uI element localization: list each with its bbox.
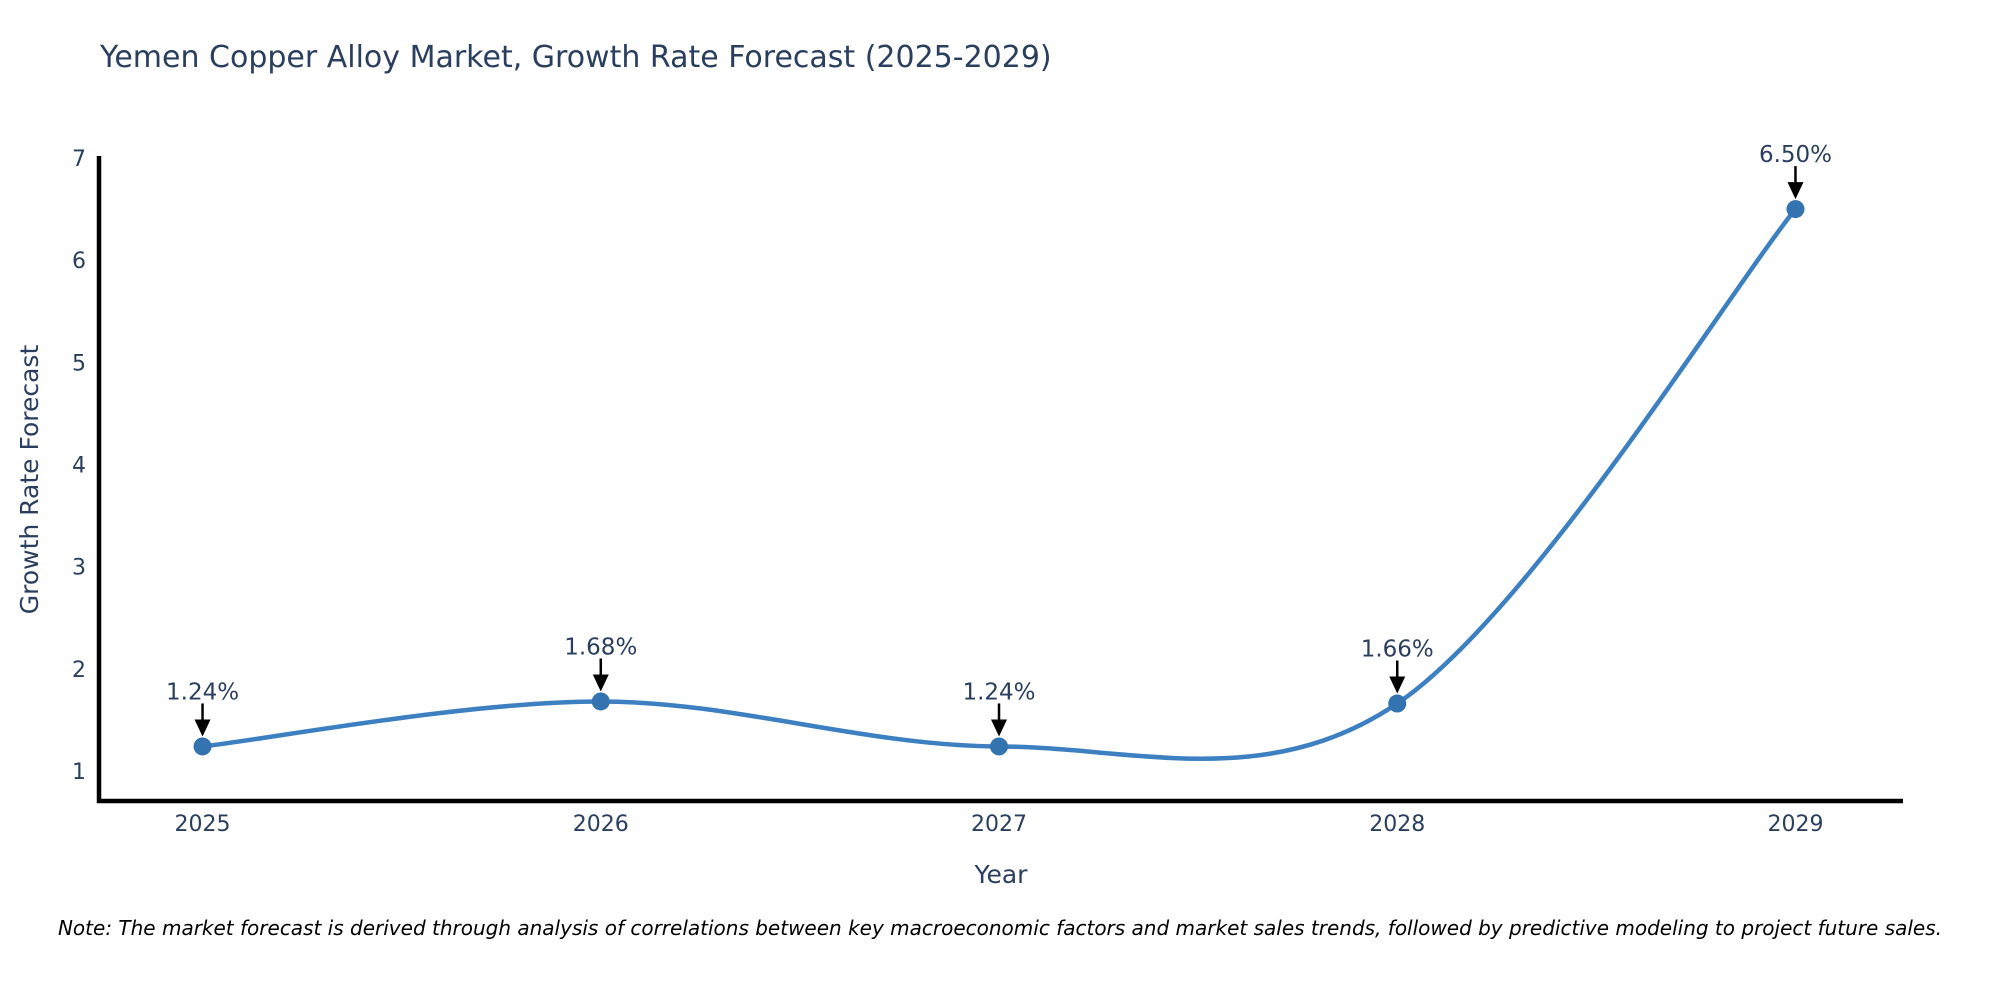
y-tick-label: 5 — [72, 351, 86, 376]
data-point-marker — [1786, 200, 1805, 219]
annotation-label: 1.24% — [166, 679, 239, 705]
annotation-arrow-head — [1787, 182, 1804, 200]
y-tick-label: 4 — [72, 453, 86, 478]
y-tick-label: 2 — [72, 658, 86, 683]
data-point-marker — [591, 692, 610, 711]
x-tick-label: 2027 — [971, 812, 1027, 837]
annotation-label: 1.68% — [564, 634, 637, 660]
data-point-marker — [1388, 694, 1407, 713]
chart-note: Note: The market forecast is derived thr… — [57, 916, 1943, 940]
annotation-arrow-head — [592, 674, 609, 692]
y-axis-title: Growth Rate Forecast — [15, 345, 44, 615]
x-tick-label: 2028 — [1369, 812, 1425, 837]
y-tick-label: 7 — [72, 147, 86, 172]
annotation-arrow-head — [991, 719, 1008, 737]
x-tick-label: 2029 — [1767, 812, 1823, 837]
forecast-line — [200, 206, 1798, 761]
annotation-label: 1.24% — [962, 679, 1035, 705]
annotation-arrow-head — [1389, 676, 1406, 694]
y-tick-label: 1 — [72, 760, 86, 785]
data-point-marker — [990, 737, 1009, 756]
chart-title: Yemen Copper Alloy Market, Growth Rate F… — [100, 40, 1052, 75]
annotation-arrow-head — [194, 719, 211, 737]
annotation-label: 6.50% — [1759, 142, 1832, 168]
x-tick-label: 2026 — [573, 812, 629, 837]
data-point-marker — [193, 737, 212, 756]
axis-lines — [96, 156, 1903, 804]
y-tick-label: 6 — [72, 249, 86, 274]
y-tick-label: 3 — [72, 556, 86, 581]
x-axis-title: Year — [974, 860, 1029, 889]
x-tick-label: 2025 — [175, 812, 231, 837]
annotation-label: 1.66% — [1361, 637, 1434, 663]
